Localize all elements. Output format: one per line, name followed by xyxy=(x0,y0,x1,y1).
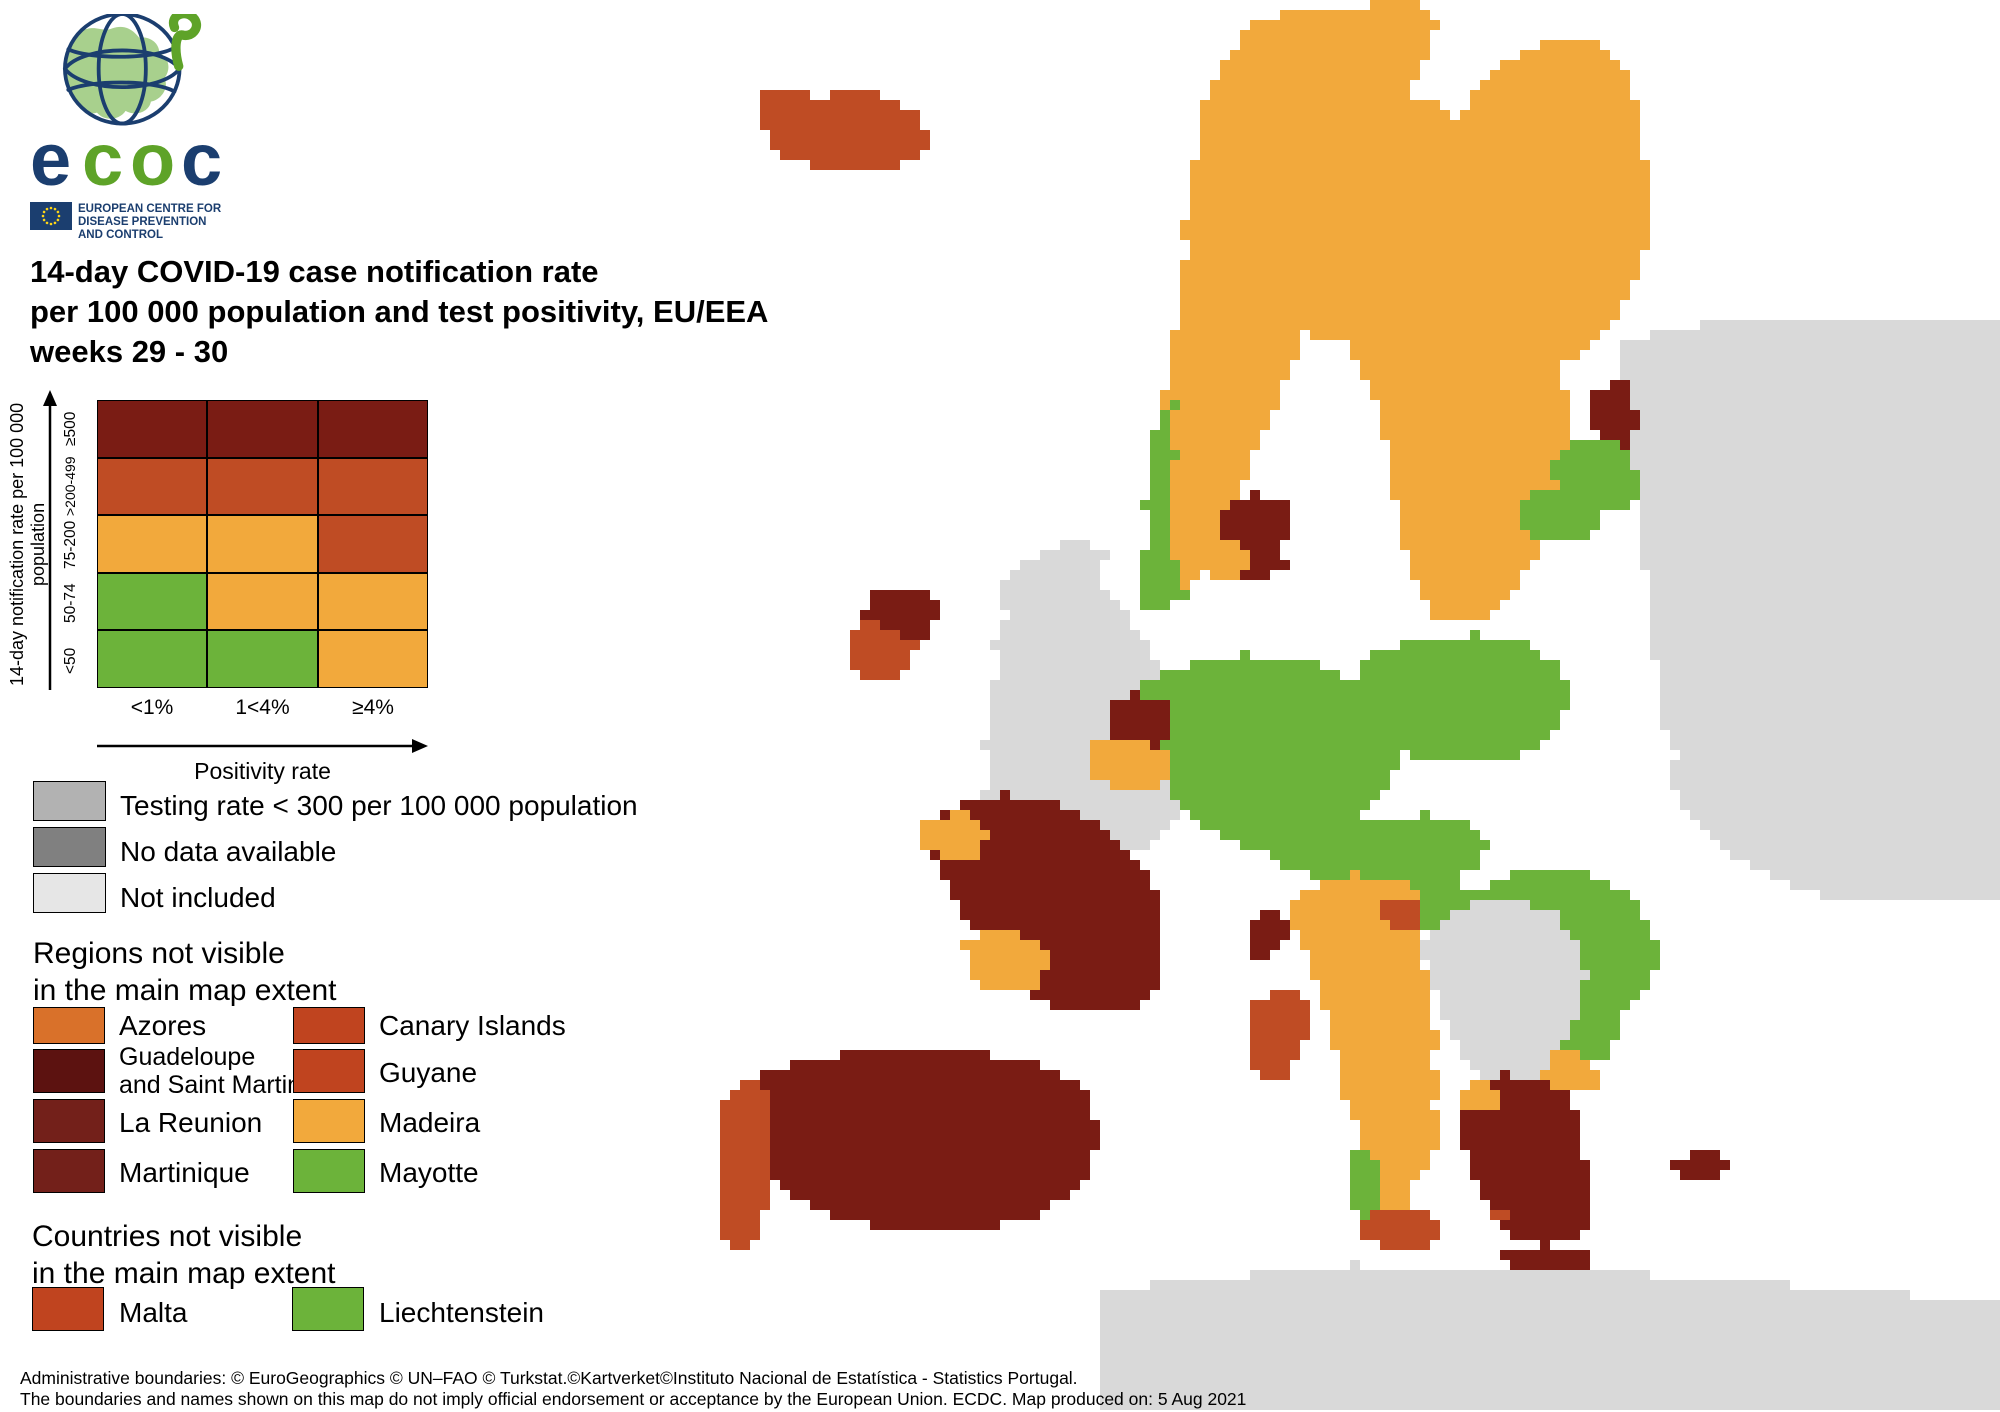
svg-text:o: o xyxy=(130,127,175,201)
svg-text:c: c xyxy=(82,127,123,201)
svg-text:e: e xyxy=(30,127,71,201)
svg-text:c: c xyxy=(181,127,222,201)
